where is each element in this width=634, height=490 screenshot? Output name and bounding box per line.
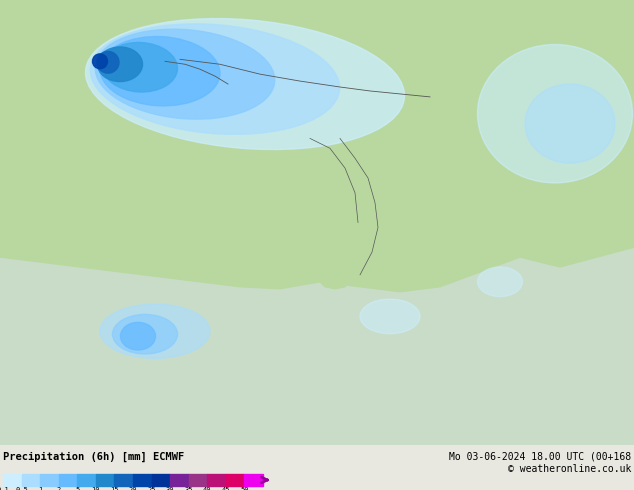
Bar (96, 474, 114, 486)
Ellipse shape (289, 192, 301, 200)
Ellipse shape (103, 43, 178, 92)
Bar (59, 474, 77, 486)
Bar (3, 474, 22, 486)
Bar (170, 474, 189, 486)
Text: 10: 10 (91, 487, 100, 490)
Ellipse shape (91, 133, 109, 144)
Text: 0.1: 0.1 (0, 487, 10, 490)
Ellipse shape (86, 19, 404, 149)
Polygon shape (0, 0, 80, 99)
Text: 2: 2 (56, 487, 61, 490)
Text: Precipitation (6h) [mm] ECMWF: Precipitation (6h) [mm] ECMWF (3, 452, 184, 462)
Polygon shape (318, 67, 350, 102)
Bar (226, 474, 245, 486)
Ellipse shape (98, 47, 143, 81)
Ellipse shape (91, 24, 340, 134)
Text: 45: 45 (222, 487, 230, 490)
Bar (133, 474, 152, 486)
Polygon shape (242, 52, 312, 84)
Text: 0.5: 0.5 (15, 487, 28, 490)
Bar (189, 474, 207, 486)
Bar (40, 474, 59, 486)
Ellipse shape (477, 45, 633, 183)
Ellipse shape (120, 322, 155, 350)
Ellipse shape (95, 29, 275, 119)
Polygon shape (298, 99, 362, 289)
Ellipse shape (93, 54, 108, 69)
Text: 20: 20 (129, 487, 137, 490)
Text: 50: 50 (240, 487, 249, 490)
Polygon shape (450, 0, 634, 198)
Bar (207, 474, 226, 486)
Text: © weatheronline.co.uk: © weatheronline.co.uk (508, 464, 631, 474)
Text: 15: 15 (110, 487, 119, 490)
Text: 30: 30 (166, 487, 174, 490)
Bar (245, 474, 263, 486)
Ellipse shape (97, 51, 119, 73)
Text: 40: 40 (203, 487, 212, 490)
Polygon shape (500, 56, 540, 91)
Polygon shape (0, 0, 634, 292)
Text: 35: 35 (184, 487, 193, 490)
Polygon shape (213, 220, 240, 254)
Polygon shape (355, 136, 395, 173)
Ellipse shape (360, 299, 420, 334)
Ellipse shape (113, 127, 123, 134)
Text: 25: 25 (147, 487, 156, 490)
Ellipse shape (477, 267, 522, 296)
Ellipse shape (112, 315, 178, 354)
Bar (22, 474, 40, 486)
Bar (114, 474, 133, 486)
Text: 5: 5 (75, 487, 79, 490)
Bar (152, 474, 170, 486)
Ellipse shape (525, 84, 615, 163)
Text: Mo 03-06-2024 18.00 UTC (00+168: Mo 03-06-2024 18.00 UTC (00+168 (449, 452, 631, 462)
Ellipse shape (100, 304, 210, 358)
Ellipse shape (100, 36, 220, 106)
Bar (77, 474, 96, 486)
Text: 1: 1 (38, 487, 42, 490)
Polygon shape (192, 160, 230, 216)
